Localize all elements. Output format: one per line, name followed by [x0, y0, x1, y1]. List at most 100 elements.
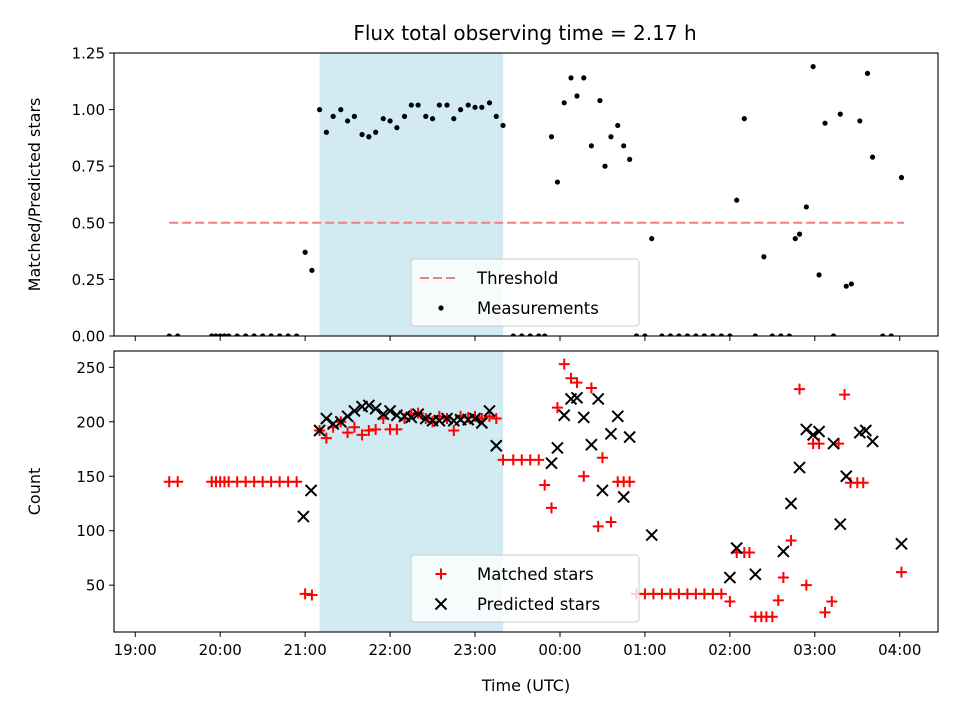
- series0-point-12: [277, 333, 283, 336]
- series0-point-50: [554, 179, 561, 185]
- series0-point-72: [718, 333, 724, 336]
- series0-point-58: [608, 134, 614, 140]
- series0-point-25: [373, 129, 379, 135]
- series0-point-18: [323, 129, 329, 135]
- series0-point-61: [627, 156, 633, 163]
- figure-title: Flux total observing time = 2.17 h: [353, 21, 696, 45]
- x-tick-label: 04:00: [878, 641, 921, 659]
- x-tick-label: 03:00: [793, 641, 836, 659]
- series0-point-55: [585, 382, 597, 394]
- series0-point-63: [642, 333, 648, 336]
- series1-point-52: [834, 517, 847, 531]
- series0-point-56: [597, 97, 603, 104]
- series0-point-85: [816, 272, 822, 278]
- series0-point-10: [260, 333, 266, 336]
- legend-label: Threshold: [476, 269, 558, 288]
- series1-point-27: [490, 439, 503, 452]
- series0-point-81: [792, 236, 798, 242]
- series0-point-39: [472, 104, 478, 110]
- series0-point-73: [727, 333, 733, 336]
- y-tick-label: 100: [76, 522, 105, 540]
- series0-point-77: [761, 254, 767, 260]
- series0-point-17: [316, 107, 323, 113]
- series0-point-54: [578, 470, 590, 482]
- series0-point-87: [830, 333, 837, 336]
- x-tick-label: 23:00: [453, 641, 496, 659]
- series1-point-39: [617, 490, 630, 504]
- series0-point-24: [363, 425, 375, 437]
- series0-point-26: [380, 116, 386, 122]
- series0-point-9: [251, 333, 257, 336]
- series0-point-91: [857, 118, 863, 124]
- series0-point-64: [649, 236, 655, 242]
- series1-point-20: [440, 412, 454, 425]
- series0-point-44: [510, 333, 516, 336]
- y-tick-label: 1.25: [72, 45, 105, 63]
- series0-point-38: [462, 411, 474, 423]
- series0-point-94: [880, 333, 886, 336]
- series0-point-55: [588, 143, 595, 149]
- series0-point-29: [401, 113, 408, 119]
- series0-point-92: [864, 70, 871, 76]
- series1-point-32: [570, 391, 584, 405]
- series0-point-56: [592, 520, 604, 532]
- legend-label: Predicted stars: [477, 595, 600, 614]
- series1-point-55: [859, 424, 873, 437]
- series0-point-34: [436, 102, 442, 108]
- series0-point-48: [539, 479, 551, 491]
- series0-point-88: [819, 606, 831, 618]
- series0-point-6: [226, 333, 232, 336]
- series0-point-40: [479, 104, 485, 110]
- series0-point-48: [542, 333, 548, 336]
- series0-point-33: [429, 116, 436, 122]
- series1-point-56: [866, 435, 879, 448]
- series0-point-89: [843, 283, 849, 289]
- series0-point-5: [221, 333, 228, 336]
- series1-point-36: [596, 484, 609, 497]
- y-axis-label: Count: [25, 468, 44, 516]
- y-tick-label: 0.00: [72, 328, 105, 346]
- series0-point-76: [743, 546, 755, 558]
- series0-point-78: [769, 333, 775, 336]
- series0-point-19: [330, 113, 336, 119]
- series1-point-33: [577, 411, 590, 424]
- series1-point-44: [749, 568, 762, 581]
- series0-point-31: [415, 102, 421, 108]
- series0-point-20: [338, 107, 344, 113]
- series0-point-15: [299, 588, 311, 600]
- series0-point-72: [715, 588, 727, 600]
- series0-point-62: [633, 333, 640, 336]
- series0-point-75: [741, 116, 747, 122]
- legend-matched-swatch: [435, 568, 447, 580]
- series0-point-93: [869, 154, 876, 160]
- series0-point-47: [536, 333, 542, 336]
- series1-point-30: [558, 409, 571, 422]
- series0-point-73: [724, 596, 736, 608]
- y-tick-label: 0.50: [72, 214, 105, 232]
- series0-point-71: [710, 333, 716, 336]
- series1-point-29: [551, 441, 564, 455]
- series0-point-14: [294, 333, 300, 336]
- x-tick-label: 02:00: [708, 641, 751, 659]
- legend-predicted-swatch: [434, 597, 448, 611]
- series0-point-82: [777, 572, 789, 584]
- series0-point-21: [345, 118, 351, 124]
- series0-point-1: [172, 476, 184, 488]
- y-tick-label: 200: [76, 413, 105, 431]
- series0-point-22: [351, 113, 358, 119]
- series0-point-57: [602, 163, 608, 169]
- y-tick-label: 250: [76, 359, 105, 377]
- series0-point-91: [839, 389, 851, 401]
- series0-point-86: [822, 120, 828, 126]
- x-tick-label: 22:00: [368, 641, 411, 659]
- series0-point-16: [306, 589, 318, 601]
- legend: Threshold Measurements: [410, 258, 640, 327]
- y-tick-label: 1.00: [72, 101, 105, 119]
- series0-point-27: [387, 118, 393, 124]
- series1-point-46: [784, 497, 798, 510]
- legend-measurement-swatch: [438, 305, 444, 311]
- series0-point-32: [423, 113, 429, 119]
- series0-point-21: [342, 427, 354, 439]
- y-tick-label: 50: [86, 577, 105, 595]
- series0-point-3: [213, 333, 219, 336]
